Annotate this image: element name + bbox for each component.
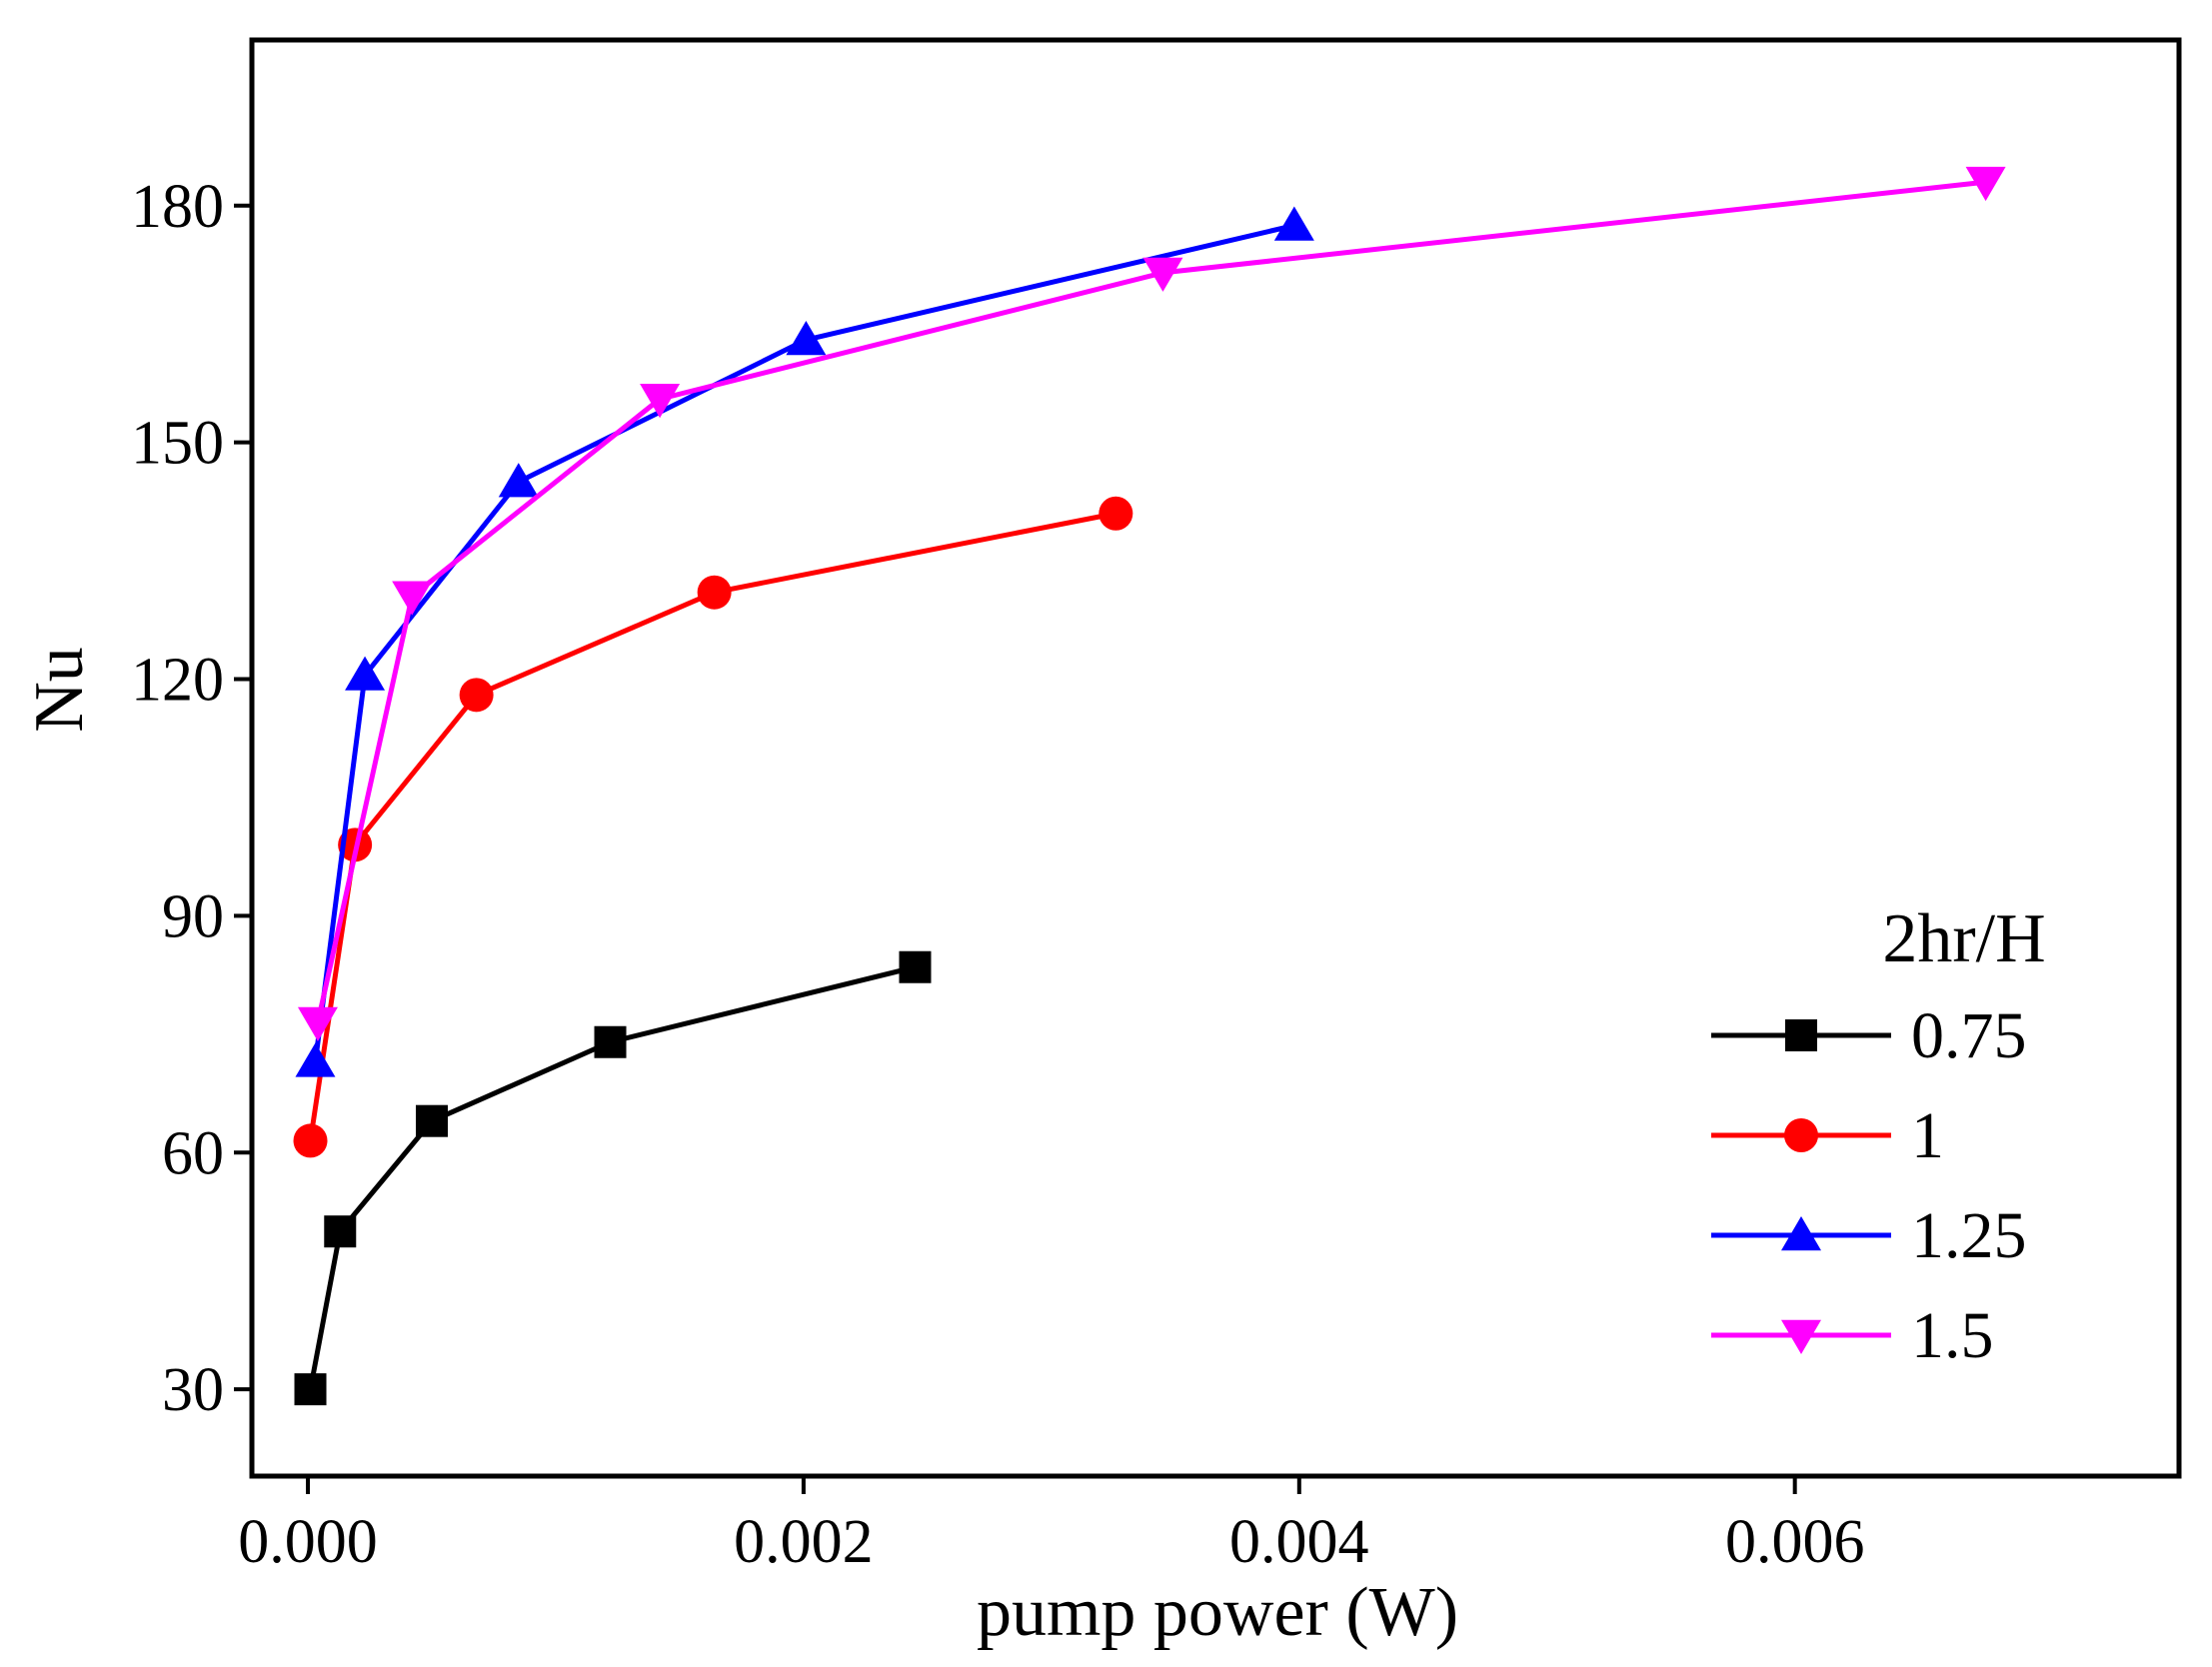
y-tick-label: 150: [131, 410, 224, 478]
data-point: [1099, 496, 1133, 531]
y-axis-label: Nu: [21, 647, 98, 733]
legend-item: 1.5: [1711, 1299, 1994, 1372]
y-tick-label: 180: [131, 173, 224, 241]
data-point: [1965, 166, 2006, 202]
data-point: [293, 1123, 328, 1158]
y-tick-label: 30: [162, 1356, 224, 1424]
legend-marker: [1781, 1319, 1821, 1354]
data-point: [640, 384, 681, 419]
legend-item: 0.75: [1711, 999, 2027, 1072]
data-point: [416, 1104, 449, 1137]
legend-label: 1: [1911, 1099, 1944, 1172]
x-tick-label: 0.002: [734, 1508, 874, 1576]
plot-area: [293, 166, 2006, 1406]
series-1.5: [297, 166, 2006, 1042]
y-tick-label: 120: [131, 647, 224, 715]
x-axis-label: pump power (W): [977, 1574, 1458, 1651]
legend-item: 1.25: [1711, 1199, 2027, 1272]
data-point: [786, 321, 827, 356]
data-point: [294, 1373, 327, 1406]
x-tick-label: 0.006: [1725, 1508, 1865, 1576]
data-point: [1142, 257, 1183, 292]
plot-frame: [249, 37, 2182, 1479]
x-tick-label: 0.000: [238, 1508, 378, 1576]
legend-title: 2hr/H: [1882, 900, 2045, 977]
axes: 0.000 0.002 0.004 0.006 30 60 90 120 150 180: [131, 37, 2182, 1576]
data-point: [297, 1006, 338, 1042]
data-point: [899, 950, 932, 983]
data-point: [345, 656, 386, 691]
legend-label: 1.5: [1911, 1299, 1994, 1372]
y-tick-label: 60: [162, 1119, 224, 1187]
legend-label: 0.75: [1911, 999, 2027, 1072]
legend-label: 1.25: [1911, 1199, 2027, 1272]
data-point: [295, 1042, 336, 1077]
data-point: [392, 581, 433, 616]
data-point: [1273, 206, 1314, 241]
data-point: [697, 575, 732, 610]
series-0.75: [294, 950, 932, 1406]
series-1: [293, 496, 1133, 1158]
y-tick-label: 90: [162, 882, 224, 950]
data-point: [459, 678, 494, 713]
data-point: [594, 1025, 627, 1058]
x-tick-label: 0.004: [1229, 1508, 1369, 1576]
data-point: [324, 1215, 357, 1248]
legend-marker: [1785, 1019, 1817, 1051]
data-point: [498, 463, 539, 498]
legend-marker: [1781, 1216, 1821, 1251]
legend-item: 1: [1711, 1099, 1944, 1172]
legend-marker: [1784, 1118, 1818, 1152]
legend: 2hr/H 0.75 1 1.25 1.5: [1711, 900, 2046, 1372]
series-1.25: [295, 206, 1314, 1077]
